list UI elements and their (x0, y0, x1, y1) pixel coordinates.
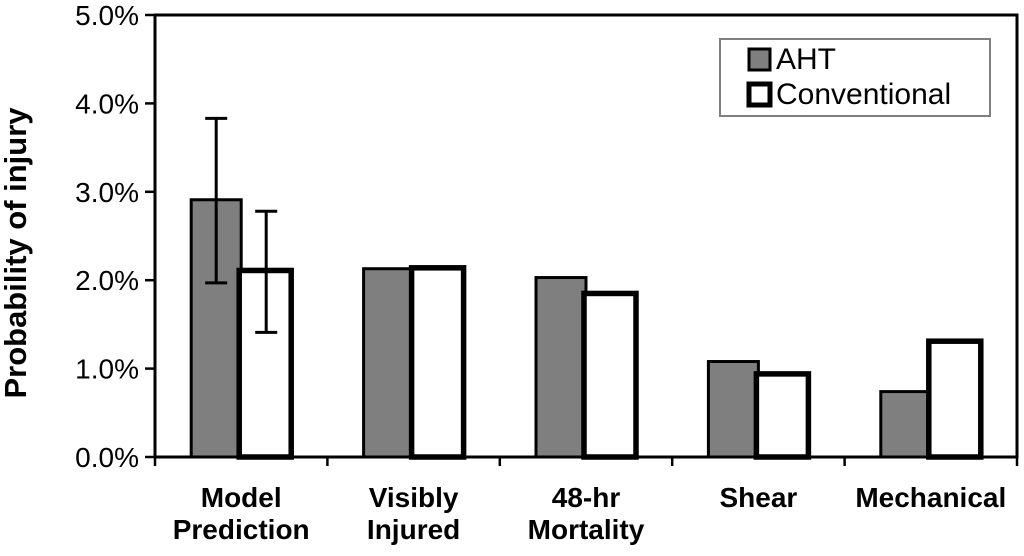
y-axis-tick-label: 3.0% (75, 177, 139, 208)
y-axis-tick-label: 0.0% (75, 442, 139, 473)
y-axis-tick-label: 4.0% (75, 88, 139, 119)
bar-aht (534, 276, 588, 459)
bar-conventional (926, 338, 984, 460)
error-bar (205, 116, 228, 285)
bar-conventional (581, 290, 639, 460)
x-axis-category-label: Prediction (173, 514, 310, 545)
x-axis-category-label: 48-hr (552, 482, 621, 513)
bar-conventional (408, 265, 467, 460)
y-axis-tick-label: 5.0% (75, 0, 139, 31)
bar-conventional (753, 371, 812, 460)
legend-swatch-aht (747, 47, 772, 72)
bar-aht (879, 390, 933, 459)
error-bar (255, 209, 278, 334)
x-axis-category-label: Injured (367, 514, 460, 545)
x-axis-category-label: Mechanical (855, 482, 1006, 513)
bar-aht (706, 360, 760, 459)
y-axis-tick-label: 2.0% (75, 265, 139, 296)
legend-label-aht: AHT (776, 43, 836, 76)
bars-group (189, 116, 984, 460)
legend-swatch-conventional (746, 81, 773, 108)
x-axis-category-label: Visibly (369, 482, 459, 513)
bar-aht (362, 267, 416, 459)
x-axis-category-label: Shear (719, 482, 797, 513)
x-axis-category-label: Mortality (528, 514, 645, 545)
y-axis-tick-label: 1.0% (75, 354, 139, 385)
legend-label-conventional: Conventional (776, 78, 951, 111)
x-axis-category-label: Model (201, 482, 282, 513)
y-axis-title: Probability of injury (0, 107, 33, 399)
